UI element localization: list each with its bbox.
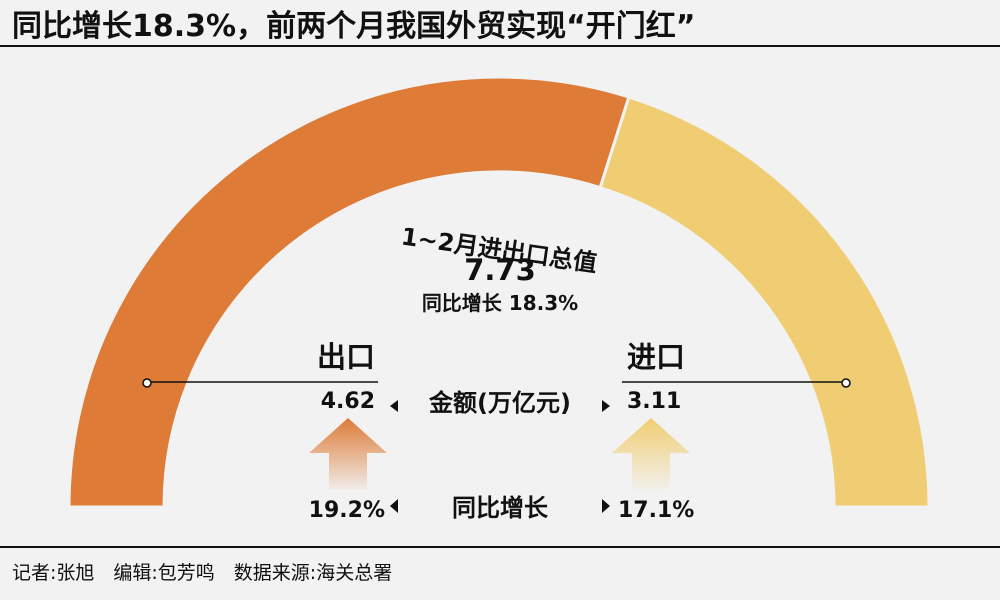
credits: 记者:张旭 编辑:包芳鸣 数据来源:海关总署 [12, 562, 392, 584]
total-value: 7.73 [464, 253, 536, 287]
export-label: 出口 [317, 340, 375, 374]
growth-label: 同比增长 [452, 494, 549, 522]
import-label: 进口 [627, 340, 685, 374]
export-arc-slice [67, 75, 631, 509]
total-growth: 同比增长 18.3% [422, 291, 578, 315]
import-up-arrow [612, 418, 690, 490]
import-arc-slice [598, 95, 931, 509]
export-growth: 19.2% [309, 498, 385, 523]
import-growth: 17.1% [618, 498, 694, 523]
arc-group [67, 75, 931, 509]
growth-right-triangle [602, 499, 610, 513]
export-value: 4.62 [321, 389, 375, 414]
unit-label: 金额(万亿元) [428, 389, 571, 417]
export-up-arrow [309, 418, 387, 490]
import-value: 3.11 [627, 389, 681, 414]
page-title: 同比增长18.3%，前两个月我国外贸实现“开门红” [12, 9, 696, 44]
export-leader-dot [142, 378, 152, 388]
growth-left-triangle [390, 499, 398, 513]
import-leader-dot [841, 378, 851, 388]
unit-right-triangle [602, 400, 610, 412]
unit-left-triangle [390, 400, 398, 412]
